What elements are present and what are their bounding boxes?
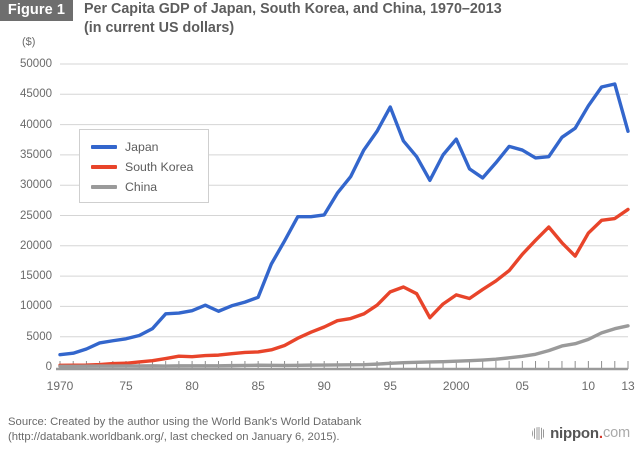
figure-footer: Source: Created by the author using the … bbox=[0, 406, 640, 450]
y-axis-unit-label: ($) bbox=[22, 36, 36, 48]
legend-item-south-korea: South Korea bbox=[91, 157, 208, 177]
title-line-1: Per Capita GDP of Japan, South Korea, an… bbox=[84, 1, 502, 17]
x-tick-label: 90 bbox=[317, 379, 331, 393]
legend-swatch-south-korea bbox=[91, 165, 117, 169]
nippon-com-logo[interactable]: nippon . com bbox=[532, 424, 630, 442]
line-chart-plot bbox=[56, 63, 630, 371]
y-tick-label: 5000 bbox=[26, 330, 52, 343]
figure-number-badge: Figure 1 bbox=[0, 0, 73, 21]
logo-dot-text: . bbox=[598, 424, 604, 442]
y-tick-label: 15000 bbox=[20, 270, 52, 283]
y-tick-label: 30000 bbox=[20, 179, 52, 192]
legend-label-japan: Japan bbox=[125, 140, 159, 154]
legend-label-china: China bbox=[125, 180, 158, 194]
title-line-2: (in current US dollars) bbox=[84, 19, 235, 36]
source-note: Source: Created by the author using the … bbox=[8, 415, 478, 444]
y-tick-label: 35000 bbox=[20, 148, 52, 161]
source-line-2: (http://databank.worldbank.org/, last ch… bbox=[8, 430, 340, 443]
y-tick-label: 40000 bbox=[20, 118, 52, 131]
x-tick-label: 2000 bbox=[442, 379, 470, 393]
x-tick-label: 85 bbox=[251, 379, 265, 393]
y-tick-label: 20000 bbox=[20, 239, 52, 252]
x-tick-label: 05 bbox=[515, 379, 529, 393]
x-tick-label: 10 bbox=[581, 379, 596, 393]
logo-name-text: nippon bbox=[550, 424, 599, 442]
source-line-1: Source: Created by the author using the … bbox=[8, 416, 362, 428]
y-tick-label: 10000 bbox=[20, 300, 52, 313]
gridlines bbox=[60, 63, 628, 338]
chart-container: ($) 0 5000 10000 15000 20000 25000 30000 35000 4… bbox=[0, 36, 640, 408]
logo-tld-text: com bbox=[603, 425, 630, 441]
chart-legend: Japan South Korea China bbox=[79, 129, 209, 203]
data-series-group bbox=[58, 82, 630, 369]
y-tick-label: 0 bbox=[45, 361, 52, 373]
figure-header: Figure 1 Per Capita GDP of Japan, South … bbox=[0, 0, 640, 40]
y-tick-label: 25000 bbox=[20, 209, 52, 222]
legend-swatch-china bbox=[91, 185, 117, 189]
legend-swatch-japan bbox=[91, 145, 117, 149]
x-tick-label: 1970 bbox=[46, 379, 74, 393]
legend-label-south-korea: South Korea bbox=[125, 160, 194, 174]
legend-item-japan: Japan bbox=[91, 137, 208, 157]
x-tick-label: 80 bbox=[185, 379, 199, 393]
page-title: Per Capita GDP of Japan, South Korea, an… bbox=[84, 0, 636, 37]
x-tick-label: 95 bbox=[383, 379, 397, 393]
striped-circle-icon bbox=[532, 426, 546, 440]
legend-item-china: China bbox=[91, 177, 208, 197]
x-tick-label: 75 bbox=[119, 379, 133, 393]
y-tick-label: 50000 bbox=[20, 58, 52, 70]
x-tick-label: 13 bbox=[621, 379, 635, 393]
y-tick-label: 45000 bbox=[20, 88, 52, 101]
